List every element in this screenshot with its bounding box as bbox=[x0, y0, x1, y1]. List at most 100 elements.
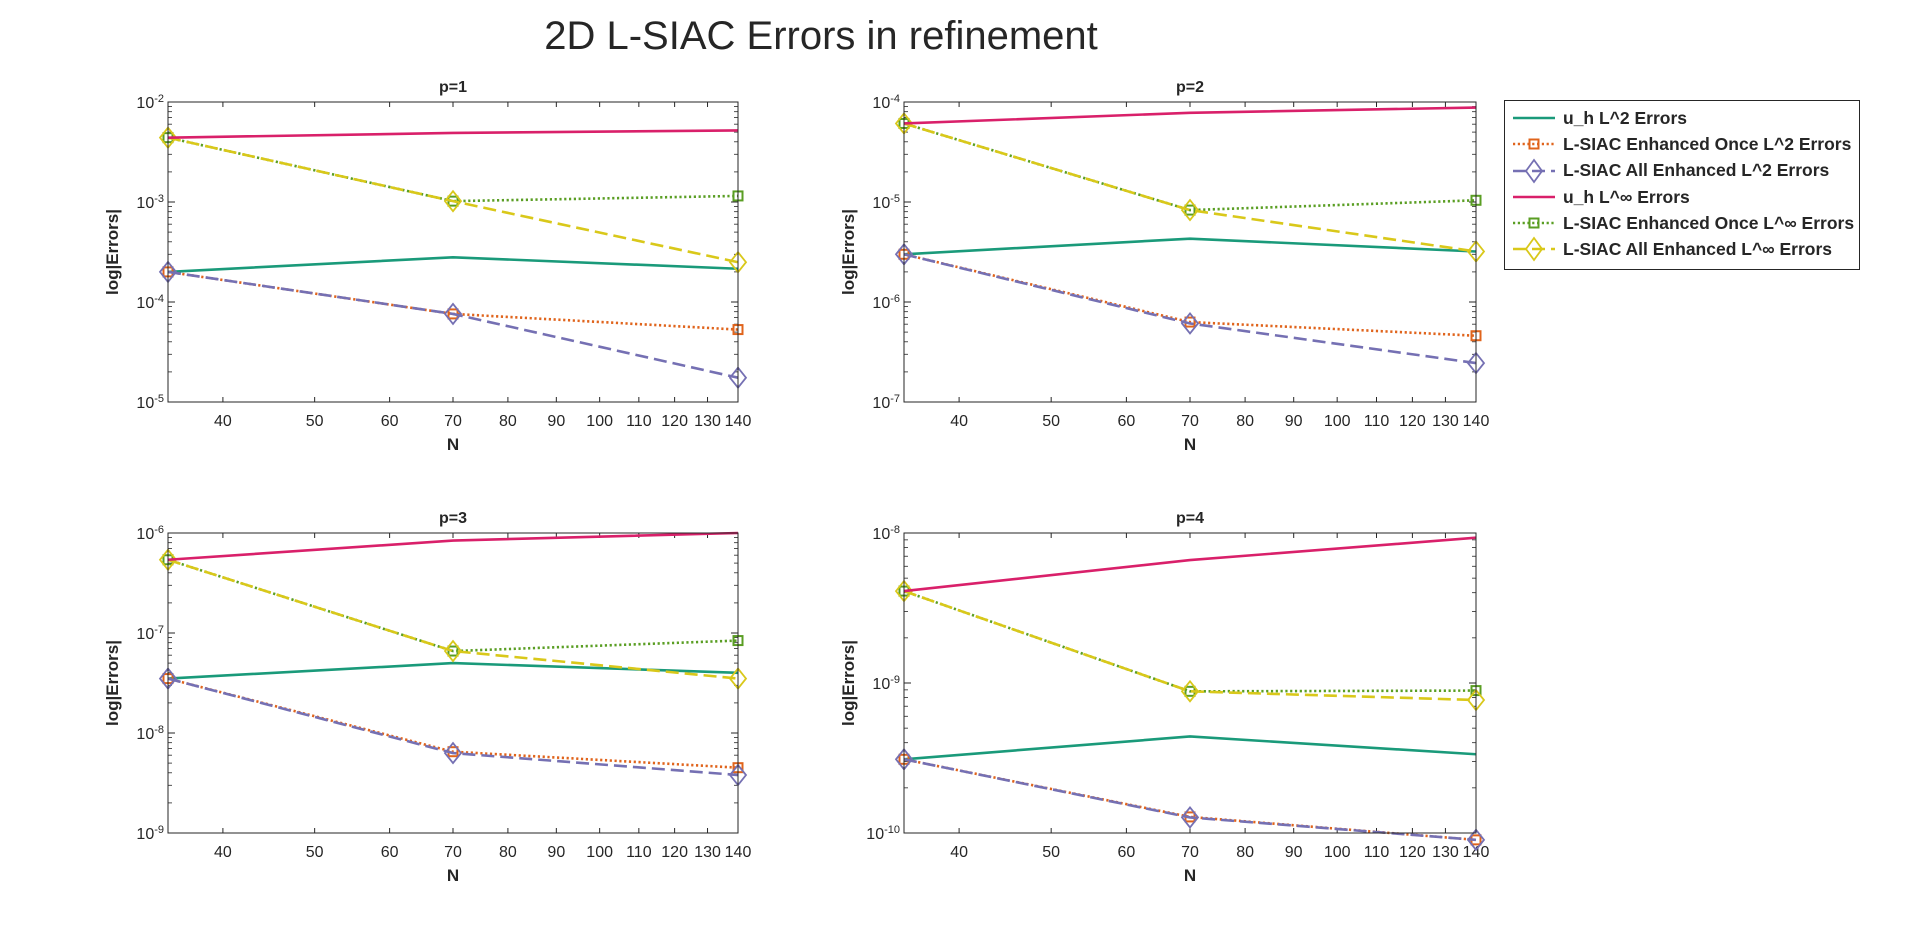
x-tick-label: 130 bbox=[694, 844, 721, 861]
series-line-all_linf bbox=[903, 589, 1477, 702]
x-tick-label: 100 bbox=[1324, 413, 1351, 430]
x-tick-label: 120 bbox=[1399, 413, 1426, 430]
y-axis-label: log|Errors| bbox=[103, 209, 122, 295]
x-tick-label: 120 bbox=[1399, 844, 1426, 861]
x-tick-label: 90 bbox=[1285, 844, 1303, 861]
series-line-uh_linf bbox=[903, 536, 1477, 593]
x-tick-label: 140 bbox=[1463, 844, 1490, 861]
x-tick-label: 60 bbox=[1117, 844, 1135, 861]
x-tick-label: 70 bbox=[1181, 413, 1199, 430]
series-line-all_linf bbox=[167, 558, 739, 680]
legend-swatch bbox=[1513, 217, 1555, 229]
y-axis-label: log|Errors| bbox=[839, 209, 858, 295]
x-tick-label: 80 bbox=[1236, 844, 1254, 861]
x-tick-label: 100 bbox=[586, 413, 613, 430]
x-tick-label: 40 bbox=[950, 844, 968, 861]
figure-title: 2D L-SIAC Errors in refinement bbox=[544, 14, 1098, 58]
legend-entry-all_l2: L-SIAC All Enhanced L^2 Errors bbox=[1505, 158, 1859, 184]
legend-entry-all_linf: L-SIAC All Enhanced L^∞ Errors bbox=[1505, 236, 1859, 263]
axes-box bbox=[903, 101, 1477, 403]
plot-area bbox=[168, 102, 738, 402]
x-tick-label: 40 bbox=[950, 413, 968, 430]
x-tick-label: 140 bbox=[725, 844, 752, 861]
x-tick-label: 90 bbox=[547, 413, 565, 430]
x-tick-label: 60 bbox=[381, 844, 399, 861]
series-line-all_l2 bbox=[167, 270, 739, 379]
x-tick-label: 120 bbox=[661, 844, 688, 861]
y-tick-label: 10-7 bbox=[872, 393, 900, 412]
legend-label: u_h L^2 Errors bbox=[1563, 107, 1688, 128]
x-tick-label: 110 bbox=[626, 844, 652, 861]
series-line-uh_linf bbox=[167, 531, 739, 562]
legend-swatch bbox=[1513, 116, 1555, 120]
subplot-title: p=3 bbox=[439, 510, 467, 527]
plot-area bbox=[904, 102, 1476, 402]
y-tick-label: 10-5 bbox=[872, 193, 900, 212]
x-tick-label: 40 bbox=[214, 413, 232, 430]
y-tick-label: 10-8 bbox=[136, 724, 164, 743]
data-point-all_l2 bbox=[443, 302, 463, 326]
x-tick-label: 40 bbox=[214, 844, 232, 861]
x-tick-label: 90 bbox=[547, 844, 565, 861]
x-tick-label: 80 bbox=[499, 413, 517, 430]
series-line-uh_linf bbox=[167, 129, 739, 139]
legend-swatch bbox=[1513, 236, 1555, 263]
subplot-title: p=1 bbox=[439, 79, 467, 96]
axes-box bbox=[167, 532, 739, 834]
x-tick-label: 50 bbox=[306, 413, 324, 430]
y-tick-label: 10-6 bbox=[872, 293, 900, 312]
y-tick-label: 10-7 bbox=[136, 624, 164, 643]
y-tick-label: 10-2 bbox=[136, 93, 164, 112]
subplot-1: 40 50 60 70 80 90 100 110 120 130 140 10-5 10-4 10-3 1… bbox=[103, 79, 751, 454]
subplot-4: 40 50 60 70 80 90 100 110 120 130 140 10-10 10-9 10-8… bbox=[839, 510, 1489, 885]
axes-box bbox=[903, 532, 1477, 834]
x-tick-label: 130 bbox=[1432, 844, 1459, 861]
data-point-all_l2 bbox=[443, 741, 463, 765]
x-axis-label: N bbox=[1184, 435, 1196, 454]
y-axis-label: log|Errors| bbox=[103, 640, 122, 726]
y-tick-label: 10-6 bbox=[136, 524, 164, 543]
series-line-uh_linf bbox=[903, 106, 1477, 125]
legend-label: L-SIAC All Enhanced L^∞ Errors bbox=[1563, 239, 1833, 260]
x-tick-label: 60 bbox=[381, 413, 399, 430]
legend-entry-uh_l2: u_h L^2 Errors bbox=[1505, 105, 1859, 131]
subplot-title: p=2 bbox=[1176, 79, 1204, 96]
x-tick-label: 140 bbox=[725, 413, 752, 430]
x-tick-label: 110 bbox=[626, 413, 652, 430]
series-line-all_l2 bbox=[903, 253, 1477, 365]
y-tick-label: 10-10 bbox=[866, 824, 900, 843]
y-tick-label: 10-3 bbox=[136, 193, 164, 212]
data-point-all_linf bbox=[443, 189, 463, 213]
legend-entry-uh_linf: u_h L^∞ Errors bbox=[1505, 184, 1859, 210]
plot-area bbox=[904, 533, 1476, 833]
x-tick-label: 70 bbox=[1181, 844, 1199, 861]
y-tick-label: 10-5 bbox=[136, 393, 164, 412]
series-line-uh_l2 bbox=[167, 255, 739, 274]
data-point-all_linf bbox=[1180, 679, 1200, 703]
legend-label: L-SIAC Enhanced Once L^2 Errors bbox=[1563, 133, 1852, 154]
series-line-uh_l2 bbox=[903, 237, 1477, 256]
data-point-all_linf bbox=[1180, 198, 1200, 222]
series-line-once_linf bbox=[167, 558, 739, 653]
x-tick-label: 80 bbox=[1236, 413, 1254, 430]
y-tick-label: 10-8 bbox=[872, 524, 900, 543]
series-line-once_linf bbox=[903, 122, 1477, 212]
legend-swatch bbox=[1513, 138, 1555, 150]
x-tick-label: 100 bbox=[1324, 844, 1351, 861]
legend-label: L-SIAC All Enhanced L^2 Errors bbox=[1563, 160, 1830, 181]
x-tick-label: 130 bbox=[694, 413, 721, 430]
series-line-all_linf bbox=[167, 136, 739, 264]
x-axis-label: N bbox=[447, 866, 459, 885]
series-line-uh_l2 bbox=[167, 661, 739, 680]
series-line-all_l2 bbox=[167, 677, 739, 777]
y-tick-label: 10-9 bbox=[136, 824, 164, 843]
x-tick-label: 70 bbox=[444, 413, 462, 430]
x-tick-label: 90 bbox=[1285, 413, 1303, 430]
x-axis-label: N bbox=[1184, 866, 1196, 885]
axes-box bbox=[167, 101, 739, 403]
x-tick-label: 80 bbox=[499, 844, 517, 861]
legend-entry-once_linf: L-SIAC Enhanced Once L^∞ Errors bbox=[1505, 210, 1859, 236]
x-tick-label: 50 bbox=[1042, 844, 1060, 861]
y-tick-label: 10-4 bbox=[872, 93, 900, 112]
